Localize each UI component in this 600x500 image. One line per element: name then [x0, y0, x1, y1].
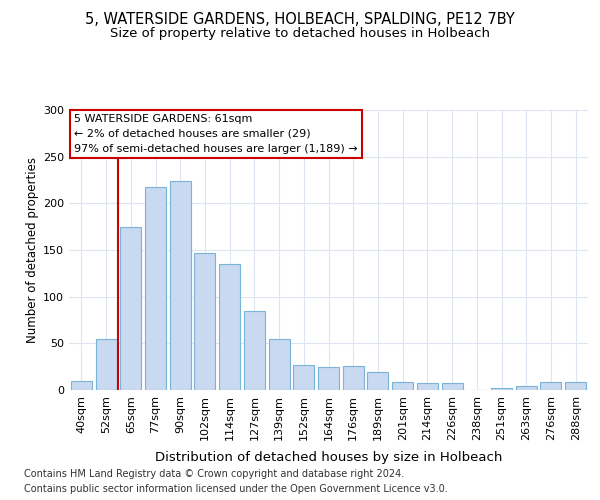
Text: Contains public sector information licensed under the Open Government Licence v3: Contains public sector information licen… [24, 484, 448, 494]
Text: Contains HM Land Registry data © Crown copyright and database right 2024.: Contains HM Land Registry data © Crown c… [24, 469, 404, 479]
Bar [244, 310, 265, 390]
Text: Size of property relative to detached houses in Holbeach: Size of property relative to detached ho… [110, 28, 490, 40]
Bar [417, 382, 438, 390]
Bar [442, 384, 463, 390]
Bar [145, 186, 166, 390]
Text: 5 WATERSIDE GARDENS: 61sqm
← 2% of detached houses are smaller (29)
97% of semi-: 5 WATERSIDE GARDENS: 61sqm ← 2% of detac… [74, 114, 358, 154]
Bar [194, 253, 215, 390]
Text: 5, WATERSIDE GARDENS, HOLBEACH, SPALDING, PE12 7BY: 5, WATERSIDE GARDENS, HOLBEACH, SPALDING… [85, 12, 515, 28]
Text: Distribution of detached houses by size in Holbeach: Distribution of detached houses by size … [155, 451, 502, 464]
Bar [318, 366, 339, 390]
Bar [343, 366, 364, 390]
Bar [120, 226, 141, 390]
Bar [541, 382, 562, 390]
Bar [170, 181, 191, 390]
Bar [293, 365, 314, 390]
Bar [269, 338, 290, 390]
Bar [491, 388, 512, 390]
Bar [565, 382, 586, 390]
Bar [71, 380, 92, 390]
Bar [95, 338, 116, 390]
Bar [367, 372, 388, 390]
Y-axis label: Number of detached properties: Number of detached properties [26, 157, 39, 343]
Bar [516, 386, 537, 390]
Bar [219, 264, 240, 390]
Bar [392, 382, 413, 390]
